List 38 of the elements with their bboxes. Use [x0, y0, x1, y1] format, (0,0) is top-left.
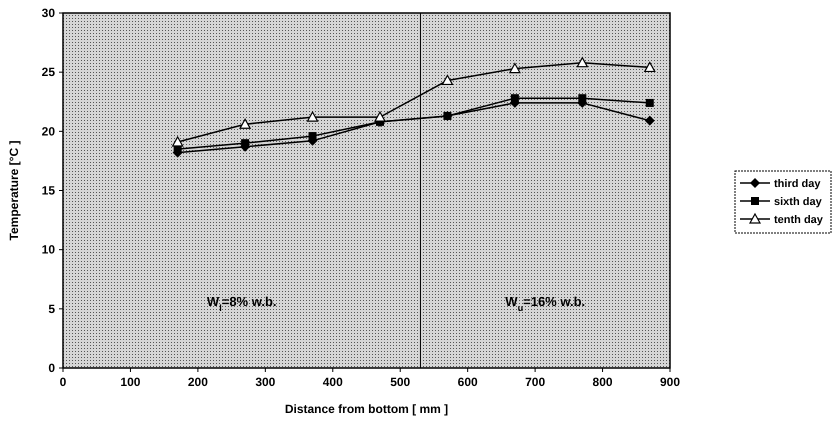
x-tick-label: 300 — [255, 375, 276, 389]
y-tick-label: 0 — [48, 361, 56, 375]
point — [172, 136, 184, 147]
annotation: W$_{l}$=8% w.b. — [206, 294, 277, 313]
y-tick-label: 10 — [42, 242, 56, 257]
x-axis-title: Distance from bottom [ mm ] — [284, 402, 448, 416]
annotation: W$_{u}$=16% w.b. — [505, 294, 586, 313]
x-tick-label: 800 — [592, 375, 613, 389]
y-tick-label: 30 — [42, 6, 56, 20]
legend-label: third day — [774, 178, 822, 190]
point — [306, 112, 318, 122]
point — [578, 94, 586, 102]
legend-label: tenth day — [774, 214, 824, 226]
x-tick-label: 700 — [525, 375, 546, 389]
x-tick-label: 200 — [188, 375, 208, 389]
point — [644, 116, 655, 126]
point — [644, 62, 656, 72]
y-axis-title: Temperature [°C ] — [7, 140, 21, 240]
point — [646, 98, 654, 107]
y-tick-label: 20 — [42, 124, 56, 138]
point — [443, 112, 452, 120]
y-tick-label: 25 — [42, 65, 56, 80]
point — [308, 132, 317, 140]
legend-label: sixth day — [774, 196, 823, 208]
point — [509, 63, 520, 74]
x-tick-label: 0 — [60, 375, 67, 389]
point — [240, 118, 251, 129]
point — [576, 57, 588, 68]
point — [442, 74, 454, 86]
point — [374, 112, 386, 122]
x-tick-label: 400 — [322, 375, 344, 389]
y-tick-label: 5 — [48, 302, 56, 316]
x-tick-label: 600 — [458, 375, 478, 389]
x-tick-label: 900 — [660, 375, 680, 389]
x-tick-label: 500 — [390, 375, 411, 389]
point — [510, 94, 519, 102]
y-tick-label: 15 — [42, 184, 56, 198]
x-tick-label: 100 — [120, 375, 141, 389]
